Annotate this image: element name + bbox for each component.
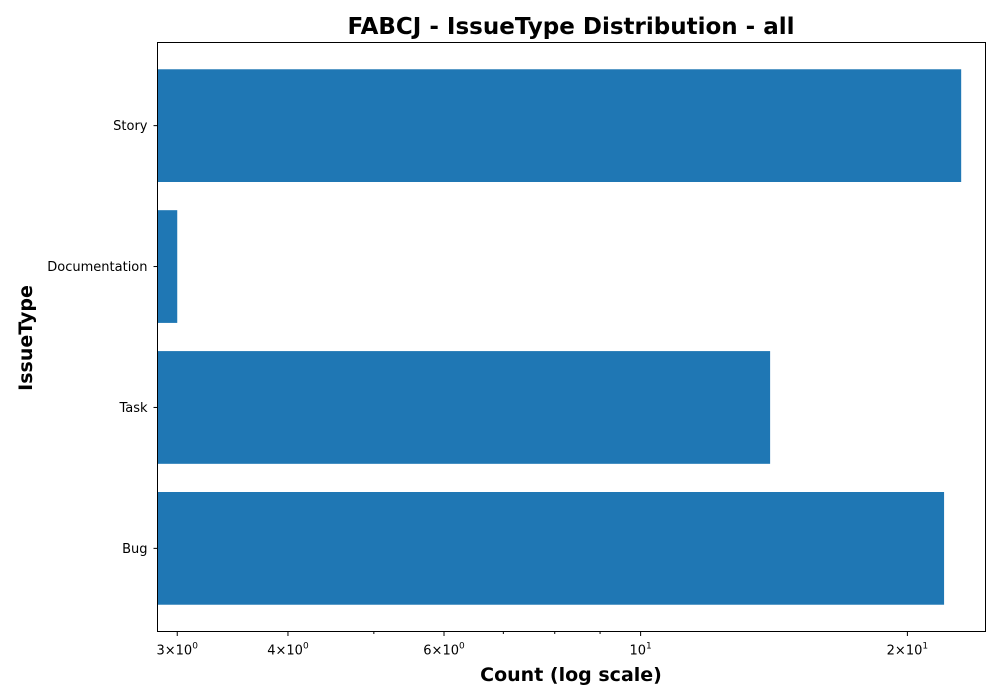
bar-task [157,351,771,464]
bar-bug [157,492,945,605]
bar-story [157,69,962,182]
x-tick-label: 3×100 [157,642,199,659]
x-tick-label: 6×100 [423,642,465,659]
x-axis-ticks: 3×100 4×100 6×100 101 2×101 [157,631,928,659]
y-axis-ticks: Story Documentation Task Bug [47,119,158,557]
y-tick-label: Documentation [47,260,147,275]
bars-group [157,69,962,605]
y-tick-label: Story [113,119,148,134]
x-tick-label: 2×101 [887,642,928,659]
y-axis-label: IssueType [15,285,37,391]
x-axis-label: Count (log scale) [480,664,662,686]
plot-frame [157,42,986,632]
y-tick-label: Bug [122,542,147,557]
bar-documentation [157,210,178,323]
x-tick-label: 4×100 [267,642,309,659]
chart-title: FABCJ - IssueType Distribution - all [348,14,795,40]
y-tick-label: Task [118,401,148,416]
x-tick-label: 101 [629,642,651,659]
